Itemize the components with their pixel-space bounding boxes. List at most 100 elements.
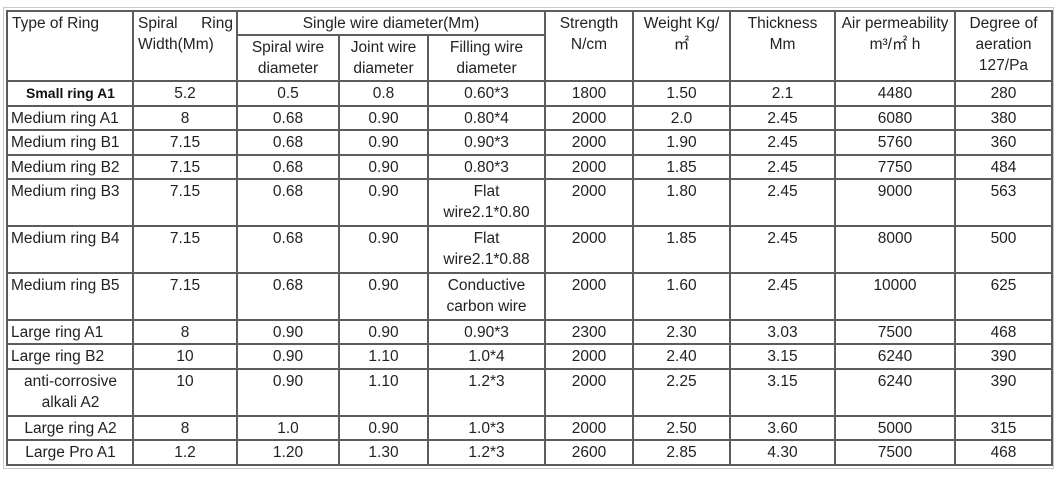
table-row: anti-corrosive alkali A2 10 0.90 1.10 1.…	[6, 367, 1053, 417]
table-row: Medium ring B5 7.15 0.68 0.90 Conductive…	[6, 271, 1053, 321]
cell-filling: Flat wire2.1*0.88	[427, 224, 546, 274]
header-strength: Strength N/cm	[544, 10, 634, 82]
cell-width: 7.15	[132, 153, 238, 180]
table-row: Medium ring B1 7.15 0.68 0.90 0.90*3 200…	[6, 129, 1053, 156]
cell-strength: 2000	[544, 178, 634, 227]
cell-thickness: 3.03	[729, 318, 836, 346]
cell-aeration: 500	[954, 224, 1053, 274]
cell-width: 5.2	[132, 80, 238, 107]
cell-spiral: 1.0	[236, 414, 340, 442]
cell-strength: 1800	[544, 80, 634, 107]
cell-spiral: 0.68	[236, 178, 340, 227]
cell-spiral: 0.90	[236, 343, 340, 370]
table-row: Medium ring B2 7.15 0.68 0.90 0.80*3 200…	[6, 153, 1053, 180]
page-frame	[3, 7, 1054, 469]
cell-aeration: 380	[954, 104, 1053, 131]
cell-filling: 1.0*3	[427, 414, 546, 442]
cell-type: Large ring A1	[6, 318, 134, 346]
cell-air-permeability: 7750	[834, 153, 956, 180]
cell-width: 7.15	[132, 129, 238, 156]
cell-width: 8	[132, 104, 238, 131]
cell-aeration: 563	[954, 178, 1053, 227]
cell-filling: 0.80*4	[427, 104, 546, 131]
cell-weight: 2.40	[632, 343, 731, 370]
cell-aeration: 280	[954, 80, 1053, 107]
cell-width: 7.15	[132, 178, 238, 227]
cell-spiral: 0.68	[236, 224, 340, 274]
cell-width: 8	[132, 318, 238, 346]
cell-weight: 1.50	[632, 80, 731, 107]
cell-weight: 2.30	[632, 318, 731, 346]
cell-strength: 2000	[544, 414, 634, 442]
table-row: Large Pro A1 1.2 1.20 1.30 1.2*3 2600 2.…	[6, 439, 1053, 466]
ring-spec-table: Type of Ring Spiral Ring Width(Mm) Singl…	[6, 10, 1053, 466]
header-spiral-ring-width-word2: Ring	[201, 15, 233, 32]
cell-filling: 0.90*3	[427, 318, 546, 346]
cell-type: Large ring A2	[6, 414, 134, 442]
cell-thickness: 2.45	[729, 129, 836, 156]
cell-weight: 2.50	[632, 414, 731, 442]
cell-air-permeability: 6240	[834, 367, 956, 417]
cell-aeration: 468	[954, 439, 1053, 466]
cell-aeration: 484	[954, 153, 1053, 180]
cell-joint: 0.90	[338, 271, 429, 321]
header-spiral-ring-width-word1: Spiral	[138, 15, 178, 32]
cell-aeration: 390	[954, 367, 1053, 417]
cell-joint: 0.90	[338, 129, 429, 156]
cell-thickness: 2.45	[729, 178, 836, 227]
cell-weight: 1.80	[632, 178, 731, 227]
cell-joint: 0.90	[338, 224, 429, 274]
cell-width: 7.15	[132, 271, 238, 321]
cell-filling: 1.2*3	[427, 439, 546, 466]
cell-width: 10	[132, 343, 238, 370]
header-single-wire-diameter: Single wire diameter(Mm)	[236, 10, 546, 36]
cell-width: 7.15	[132, 224, 238, 274]
cell-strength: 2600	[544, 439, 634, 466]
header-filling-wire-diameter: Filling wire diameter	[427, 34, 546, 82]
cell-spiral: 0.90	[236, 367, 340, 417]
header-type-of-ring: Type of Ring	[6, 10, 134, 82]
cell-thickness: 4.30	[729, 439, 836, 466]
cell-weight: 2.85	[632, 439, 731, 466]
cell-air-permeability: 9000	[834, 178, 956, 227]
table-row: Large ring B2 10 0.90 1.10 1.0*4 2000 2.…	[6, 343, 1053, 370]
cell-joint: 0.90	[338, 414, 429, 442]
cell-thickness: 3.60	[729, 414, 836, 442]
cell-thickness: 2.45	[729, 271, 836, 321]
cell-width: 1.2	[132, 439, 238, 466]
cell-air-permeability: 5000	[834, 414, 956, 442]
header-spiral-ring-width-unit: Width(Mm)	[138, 36, 214, 53]
cell-strength: 2000	[544, 343, 634, 370]
cell-strength: 2000	[544, 271, 634, 321]
cell-type: Large ring B2	[6, 343, 134, 370]
cell-joint: 0.90	[338, 153, 429, 180]
cell-air-permeability: 7500	[834, 439, 956, 466]
cell-filling: Conductive carbon wire	[427, 271, 546, 321]
header-degree-of-aeration: Degree of aeration 127/Pa	[954, 10, 1053, 82]
cell-weight: 2.25	[632, 367, 731, 417]
cell-air-permeability: 7500	[834, 318, 956, 346]
cell-joint: 0.90	[338, 104, 429, 131]
cell-strength: 2000	[544, 224, 634, 274]
cell-spiral: 0.68	[236, 153, 340, 180]
header-spiral-wire-diameter: Spiral wire diameter	[236, 34, 340, 82]
table-row: Small ring A1 5.2 0.5 0.8 0.60*3 1800 1.…	[6, 80, 1053, 107]
cell-aeration: 360	[954, 129, 1053, 156]
cell-spiral: 0.68	[236, 129, 340, 156]
cell-joint: 0.8	[338, 80, 429, 107]
cell-spiral: 0.5	[236, 80, 340, 107]
cell-width: 8	[132, 414, 238, 442]
cell-air-permeability: 8000	[834, 224, 956, 274]
cell-spiral: 0.90	[236, 318, 340, 346]
table-row: Medium ring B3 7.15 0.68 0.90 Flat wire2…	[6, 178, 1053, 227]
cell-type: Large Pro A1	[6, 439, 134, 466]
cell-filling: 0.60*3	[427, 80, 546, 107]
cell-thickness: 3.15	[729, 367, 836, 417]
cell-type: Medium ring B4	[6, 224, 134, 274]
cell-strength: 2000	[544, 367, 634, 417]
cell-type: anti-corrosive alkali A2	[6, 367, 134, 417]
table-row: Large ring A2 8 1.0 0.90 1.0*3 2000 2.50…	[6, 414, 1053, 442]
cell-filling: 1.0*4	[427, 343, 546, 370]
cell-weight: 1.60	[632, 271, 731, 321]
cell-thickness: 3.15	[729, 343, 836, 370]
